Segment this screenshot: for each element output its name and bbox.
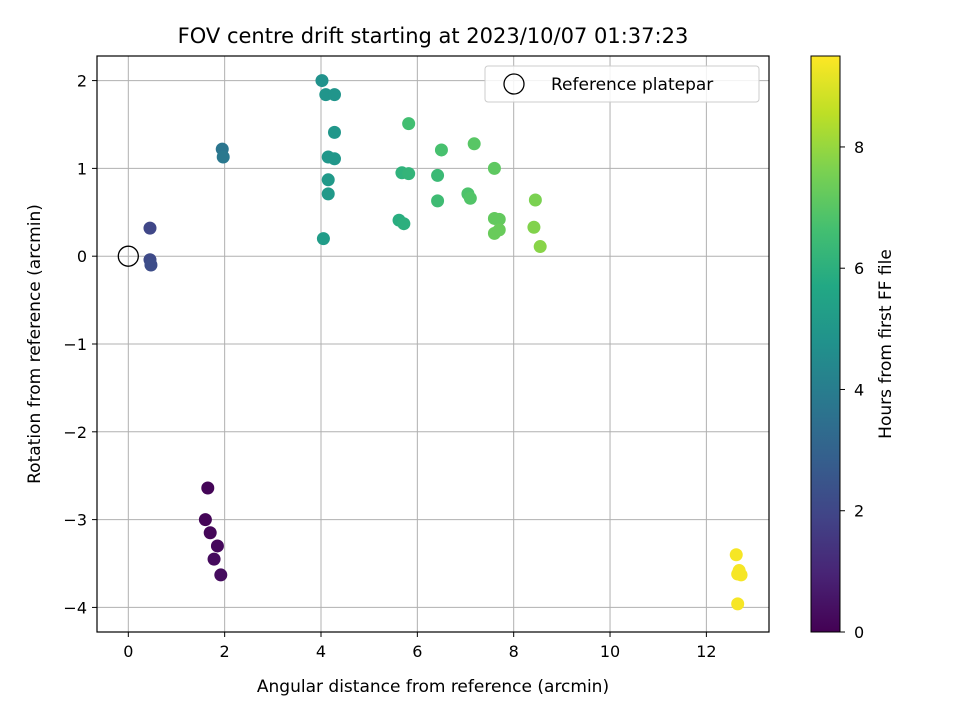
chart-title: FOV centre drift starting at 2023/10/07 … — [178, 24, 689, 48]
grid — [97, 56, 769, 632]
data-point — [734, 568, 748, 582]
colorbar-ticks: 0 2 4 6 8 — [840, 138, 864, 642]
data-point — [316, 232, 330, 246]
data-point — [397, 217, 411, 231]
data-point — [203, 526, 217, 540]
data-point — [402, 117, 416, 131]
x-tick-label: 2 — [220, 642, 230, 661]
data-point — [327, 125, 341, 139]
data-point — [214, 568, 228, 582]
colorbar-label: Hours from first FF file — [876, 249, 896, 439]
data-point — [210, 539, 224, 553]
data-point — [729, 548, 743, 562]
data-point — [198, 513, 212, 527]
data-point — [492, 212, 506, 226]
y-tick-label: −1 — [63, 335, 87, 354]
data-point — [216, 150, 230, 164]
data-point — [321, 173, 335, 187]
data-point — [207, 552, 221, 566]
colorbar-tick-label: 8 — [854, 138, 864, 157]
colorbar-tick-label: 0 — [854, 623, 864, 642]
legend-box — [484, 65, 760, 103]
data-point — [144, 258, 158, 272]
data-point — [467, 137, 481, 151]
y-tick-label: 0 — [77, 247, 87, 266]
x-tick-label: 6 — [412, 642, 422, 661]
y-tick-label: −3 — [63, 511, 87, 530]
reference-layer — [117, 245, 139, 267]
data-point — [528, 193, 542, 207]
data-point — [315, 74, 329, 88]
data-point — [434, 143, 448, 157]
data-point — [492, 223, 506, 237]
legend-label: Reference platepar — [551, 75, 713, 95]
y-tick-label: −2 — [63, 423, 87, 442]
y-tick-label: 1 — [77, 159, 87, 178]
data-point — [431, 168, 445, 182]
legend-marker — [503, 73, 525, 95]
x-tick-label: 10 — [600, 642, 620, 661]
data-point — [533, 240, 547, 254]
data-point — [327, 88, 341, 102]
colorbar-tick-label: 4 — [854, 380, 864, 399]
data-point — [431, 194, 445, 208]
reference-platepar-marker — [117, 245, 139, 267]
x-tick-label: 8 — [509, 642, 519, 661]
data-point — [321, 187, 335, 201]
data-point — [402, 167, 416, 181]
data-point — [201, 481, 215, 495]
y-axis-ticks: −4 −3 −2 −1 0 1 2 — [63, 72, 97, 617]
data-point — [487, 161, 501, 175]
y-tick-label: −4 — [63, 598, 87, 617]
colorbar-gradient — [810, 55, 841, 633]
data-point — [731, 597, 745, 611]
y-tick-label: 2 — [77, 72, 87, 91]
colorbar-tick-label: 6 — [854, 259, 864, 278]
data-points — [143, 74, 748, 611]
x-axis-label: Angular distance from reference (arcmin) — [257, 677, 609, 697]
x-tick-label: 0 — [123, 642, 133, 661]
data-point — [463, 191, 477, 205]
x-tick-label: 4 — [316, 642, 326, 661]
legend: Reference platepar — [484, 65, 760, 103]
colorbar: 0 2 4 6 8 Hours from first FF file — [810, 55, 896, 642]
data-point — [143, 221, 157, 235]
x-tick-label: 12 — [696, 642, 716, 661]
data-point — [527, 220, 541, 234]
data-point — [327, 152, 341, 166]
y-axis-label: Rotation from reference (arcmin) — [25, 204, 45, 484]
x-axis-ticks: 0 2 4 6 8 10 12 — [123, 632, 717, 661]
colorbar-tick-label: 2 — [854, 502, 864, 521]
